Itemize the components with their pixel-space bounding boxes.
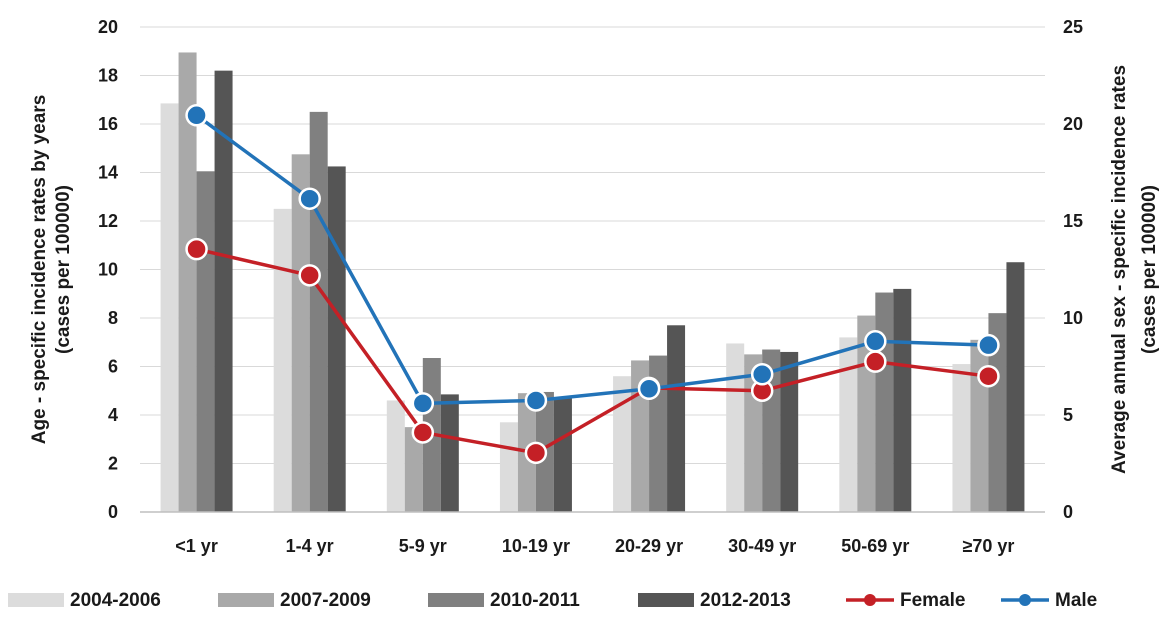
y-tick-left: 4 [108, 405, 118, 425]
series-point [298, 187, 321, 210]
legend-marker [1019, 594, 1031, 606]
y-tick-right: 15 [1063, 211, 1083, 231]
series-point [864, 330, 887, 353]
series-point [411, 392, 435, 415]
y-axis-right-title: Average annual sex - specific incidence … [1109, 65, 1130, 474]
bar [214, 70, 233, 513]
bar [273, 208, 292, 512]
bar [1006, 262, 1025, 512]
bar [386, 400, 405, 512]
legend-marker [864, 594, 876, 606]
series-point [864, 350, 887, 373]
y-tick-right: 25 [1063, 17, 1083, 37]
y-axis-right-unit: (cases per 100000) [1139, 185, 1160, 354]
x-tick-label: 5-9 yr [399, 536, 447, 556]
y-axis-left-title: Age - specific incidence rates by years [29, 95, 50, 445]
series-points [185, 104, 1000, 465]
y-axis-left-unit: (cases per 100000) [53, 185, 74, 354]
x-tick-label: <1 yr [175, 536, 218, 556]
bar [440, 394, 459, 512]
series-point [637, 377, 661, 401]
series-point [298, 264, 321, 287]
legend-swatch [638, 593, 694, 607]
bar [988, 313, 1007, 512]
bar [309, 111, 328, 512]
axes: 0 2 4 6 8 10 12 14 16 18 20 0 5 10 15 20 25 <1 yr 1-4 yr 5-… [98, 17, 1083, 556]
series-point [185, 237, 208, 261]
legend-label: Male [1055, 590, 1097, 611]
series-line [196, 247, 989, 455]
x-tick-label: 10-19 yr [502, 536, 570, 556]
series-point [977, 364, 1000, 388]
y-tick-left: 6 [108, 357, 118, 377]
y-tick-right: 0 [1063, 502, 1073, 522]
legend-swatch [428, 593, 484, 607]
y-tick-left: 18 [98, 66, 118, 86]
legend-swatch [218, 593, 274, 607]
bar [667, 325, 686, 512]
bar [839, 337, 858, 512]
y-tick-left: 2 [108, 454, 118, 474]
x-tick-label: 1-4 yr [286, 536, 334, 556]
series-point [977, 333, 1000, 357]
y-tick-left: 20 [98, 17, 118, 37]
bar [780, 351, 799, 512]
bars [160, 52, 1025, 513]
y-axis-right-label: Average annual sex - specific incidence … [1109, 65, 1160, 474]
series-lines [195, 113, 989, 455]
bar [178, 52, 197, 513]
bar [875, 292, 894, 512]
bar [952, 364, 971, 512]
legend-swatch [8, 593, 64, 607]
series-point [750, 363, 774, 386]
series-point [524, 389, 548, 412]
bar [291, 154, 310, 512]
bar [404, 427, 423, 512]
y-tick-right: 20 [1063, 114, 1083, 134]
bar [196, 171, 215, 512]
legend-label: 2004-2006 [70, 590, 161, 611]
y-tick-left: 8 [108, 308, 118, 328]
legend-label: 2012-2013 [700, 590, 791, 611]
bar [726, 343, 745, 512]
x-tick-label: 20-29 yr [615, 536, 683, 556]
y-tick-right: 10 [1063, 308, 1083, 328]
bar [499, 422, 518, 512]
bar [327, 166, 346, 512]
legend: 2004-2006 2007-2009 2010-2011 2012-2013 Fema… [8, 590, 1097, 611]
y-tick-left: 10 [98, 260, 118, 280]
x-tick-label: 50-69 yr [841, 536, 909, 556]
y-tick-left: 12 [98, 211, 118, 231]
bar [553, 398, 572, 512]
legend-label: 2010-2011 [490, 590, 580, 611]
y-tick-left: 0 [108, 502, 118, 522]
y-tick-right: 5 [1063, 405, 1073, 425]
y-axis-left-label: Age - specific incidence rates by years(… [29, 95, 74, 445]
bar [160, 103, 179, 512]
series-point [185, 104, 208, 127]
legend-label: 2007-2009 [280, 590, 371, 611]
x-tick-label: ≥70 yr [962, 536, 1014, 556]
y-tick-left: 14 [98, 163, 118, 183]
series-point [524, 441, 548, 465]
bar [613, 376, 632, 512]
bar [893, 288, 912, 512]
x-tick-label: 30-49 yr [728, 536, 796, 556]
legend-label: Female [900, 590, 965, 611]
y-tick-left: 16 [98, 114, 118, 134]
series-line [195, 113, 989, 406]
series-point [411, 421, 435, 444]
